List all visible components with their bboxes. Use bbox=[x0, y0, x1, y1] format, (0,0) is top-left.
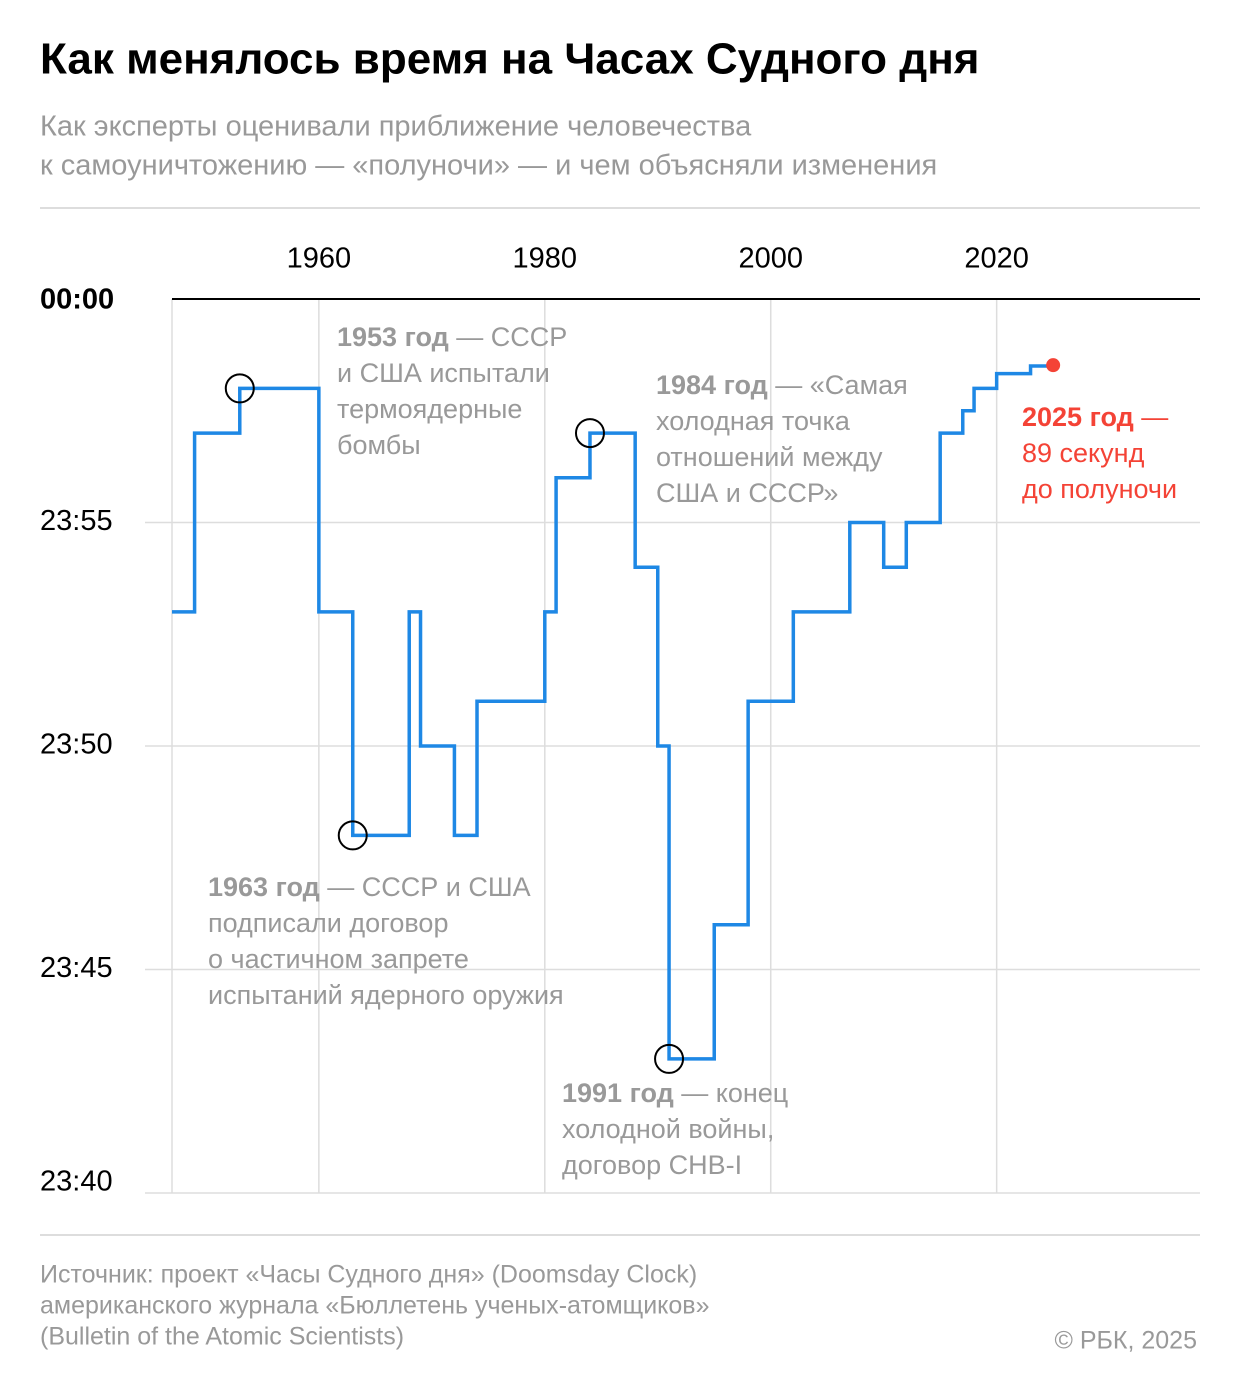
highlight-ring bbox=[574, 418, 605, 449]
annotation-text: отношений между bbox=[656, 442, 883, 472]
x-tick-label: 1960 bbox=[287, 243, 352, 275]
annotation: 1984 год — «Самая bbox=[656, 370, 908, 400]
y-tick-label: 23:55 bbox=[40, 505, 113, 537]
chart-title: Как менялось время на Часах Судного дня bbox=[40, 35, 979, 84]
annotation-text: холодной войны, bbox=[562, 1114, 774, 1144]
subtitle: Как эксперты оценивали приближение челов… bbox=[40, 111, 752, 143]
annotation: 1991 год — конец bbox=[562, 1078, 788, 1108]
annotation-text: бомбы bbox=[337, 430, 421, 460]
annotation-text: — СССР и США bbox=[320, 872, 531, 902]
x-tick-label: 1980 bbox=[513, 243, 578, 275]
annotation-text: о частичном запрете bbox=[208, 944, 469, 974]
y-tick-label: 23:45 bbox=[40, 952, 113, 984]
annotation: 1963 год — СССР и США bbox=[208, 872, 531, 902]
annotation-text: США и СССР» bbox=[656, 478, 838, 508]
annotation-text: холодная точка bbox=[656, 406, 851, 436]
annotation-text: до полуночи bbox=[1022, 474, 1177, 504]
annotation-text: — «Самая bbox=[768, 370, 908, 400]
annotation-text: — конец bbox=[674, 1078, 789, 1108]
y-tick-label: 23:40 bbox=[40, 1166, 113, 1198]
line bbox=[172, 364, 1055, 1061]
annotation-text: договор СНВ-I bbox=[562, 1150, 742, 1180]
highlight-ring bbox=[224, 373, 255, 404]
annotation-text: — bbox=[1134, 402, 1169, 432]
source: Источник: проект «Часы Судного дня» (Doo… bbox=[40, 1261, 697, 1289]
annotation-text: термоядерные bbox=[337, 394, 522, 424]
x-tick-label: 2020 bbox=[964, 243, 1029, 275]
highlight-ring bbox=[654, 1043, 685, 1074]
annotation-text: — СССР bbox=[449, 322, 568, 352]
annotation: 1953 год — СССР bbox=[337, 322, 567, 352]
end-dot bbox=[1046, 358, 1061, 373]
y-tick-label: 23:50 bbox=[40, 729, 113, 761]
annotation-lead: 2025 год bbox=[1022, 402, 1134, 432]
annotation-lead: 1953 год bbox=[337, 322, 449, 352]
y-tick-label: 00:00 bbox=[40, 284, 114, 316]
subtitle: к самоуничтожению — «полуночи» — и чем о… bbox=[40, 150, 937, 182]
annotation-text: подписали договор bbox=[208, 908, 448, 938]
annotation-text: испытаний ядерного оружия bbox=[208, 980, 564, 1010]
source: американского журнала «Бюллетень ученых-… bbox=[40, 1292, 709, 1320]
source: (Bulletin of the Atomic Scientists) bbox=[40, 1323, 404, 1351]
annotation: 2025 год — bbox=[1022, 402, 1168, 432]
annotation-text: 89 секунд bbox=[1022, 438, 1145, 468]
copyright: © РБК, 2025 bbox=[1054, 1327, 1197, 1355]
annotation-lead: 1984 год bbox=[656, 370, 768, 400]
annotation-lead: 1963 год bbox=[208, 872, 320, 902]
annotation-lead: 1991 год bbox=[562, 1078, 674, 1108]
annotation-text: и США испытали bbox=[337, 358, 550, 388]
x-tick-label: 2000 bbox=[738, 243, 803, 275]
highlight-ring bbox=[337, 820, 368, 851]
